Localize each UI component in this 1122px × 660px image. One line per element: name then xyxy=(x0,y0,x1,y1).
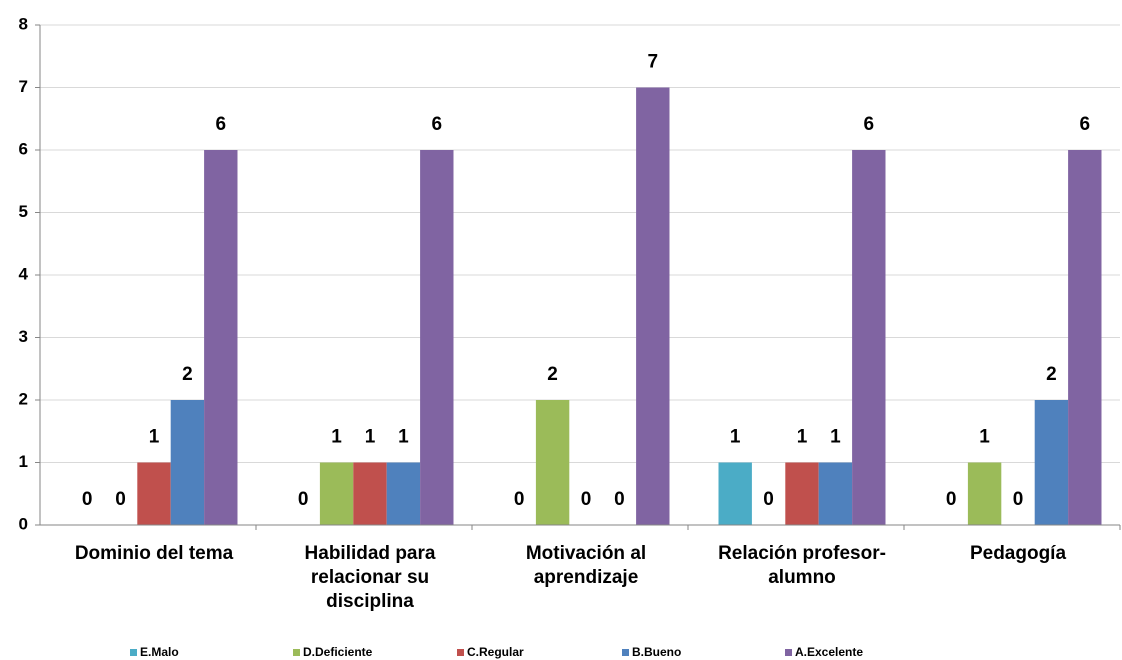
legend-item: E.Malo xyxy=(130,645,179,659)
x-tick-label: Habilidad para relacionar su disciplina xyxy=(304,543,436,612)
y-tick-label: 1 xyxy=(19,452,28,471)
y-tick-label: 7 xyxy=(19,77,28,96)
y-tick-label: 8 xyxy=(19,14,28,33)
bar xyxy=(420,150,454,525)
bar xyxy=(718,462,752,525)
value-label: 7 xyxy=(648,52,659,73)
value-label: 0 xyxy=(763,489,774,510)
legend-swatch xyxy=(785,648,792,656)
value-label: 1 xyxy=(730,427,741,448)
bar xyxy=(1068,150,1102,525)
value-label: 2 xyxy=(1046,364,1057,385)
bar xyxy=(386,462,421,525)
value-label: 1 xyxy=(979,427,990,448)
y-tick-label: 4 xyxy=(19,264,29,283)
value-label: 0 xyxy=(581,489,592,510)
x-tick-label: Dominio del tema xyxy=(74,543,234,564)
y-tick-label: 5 xyxy=(19,202,28,221)
y-tick-label: 0 xyxy=(19,514,28,533)
legend-swatch xyxy=(293,648,300,656)
value-label: 0 xyxy=(614,489,625,510)
value-label: 0 xyxy=(514,489,525,510)
value-label: 0 xyxy=(946,489,957,510)
legend-swatch xyxy=(622,648,629,656)
bar xyxy=(1034,400,1069,525)
legend-item: A.Excelente xyxy=(785,645,863,659)
legend-swatch xyxy=(130,648,137,656)
legend-label: C.Regular xyxy=(467,645,524,659)
x-tick-label: Motivación al aprendizaje xyxy=(525,543,647,588)
legend-item: D.Deficiente xyxy=(293,645,372,659)
bar xyxy=(535,400,570,525)
value-label: 0 xyxy=(1013,489,1024,510)
value-label: 1 xyxy=(830,427,841,448)
bar xyxy=(852,150,886,525)
bar xyxy=(353,462,387,525)
value-label: 6 xyxy=(216,114,227,135)
y-tick-label: 3 xyxy=(19,327,28,346)
value-label: 1 xyxy=(149,427,160,448)
value-label: 1 xyxy=(365,427,376,448)
legend-label: B.Bueno xyxy=(632,645,682,659)
legend-item: B.Bueno xyxy=(622,645,681,659)
bar xyxy=(319,462,354,525)
bar xyxy=(636,87,670,525)
legend-label: A.Excelente xyxy=(795,645,864,659)
value-label: 2 xyxy=(547,364,558,385)
value-label: 1 xyxy=(331,427,342,448)
value-label: 1 xyxy=(398,427,409,448)
value-label: 6 xyxy=(432,114,443,135)
value-label: 1 xyxy=(797,427,808,448)
legend-item: C.Regular xyxy=(457,645,524,659)
value-label: 0 xyxy=(82,489,93,510)
y-tick-label: 6 xyxy=(19,139,28,158)
value-label: 0 xyxy=(115,489,126,510)
bar xyxy=(170,400,205,525)
bar xyxy=(137,462,171,525)
y-tick-label: 2 xyxy=(19,389,28,408)
bar xyxy=(785,462,819,525)
value-label: 0 xyxy=(298,489,309,510)
value-label: 2 xyxy=(182,364,193,385)
legend-label: E.Malo xyxy=(140,645,179,659)
value-label: 6 xyxy=(864,114,875,135)
bar xyxy=(204,150,238,525)
value-label: 6 xyxy=(1080,114,1091,135)
x-tick-label: Pedagogía xyxy=(969,543,1067,564)
bar xyxy=(967,462,1002,525)
legend-swatch xyxy=(457,648,464,656)
legend-label: D.Deficiente xyxy=(303,645,373,659)
x-tick-label: Relación profesor-alumno xyxy=(718,543,886,588)
bar xyxy=(818,462,853,525)
legend: E.Malo D.Deficiente C.Regular B.Bueno A.Exce… xyxy=(0,645,1122,660)
